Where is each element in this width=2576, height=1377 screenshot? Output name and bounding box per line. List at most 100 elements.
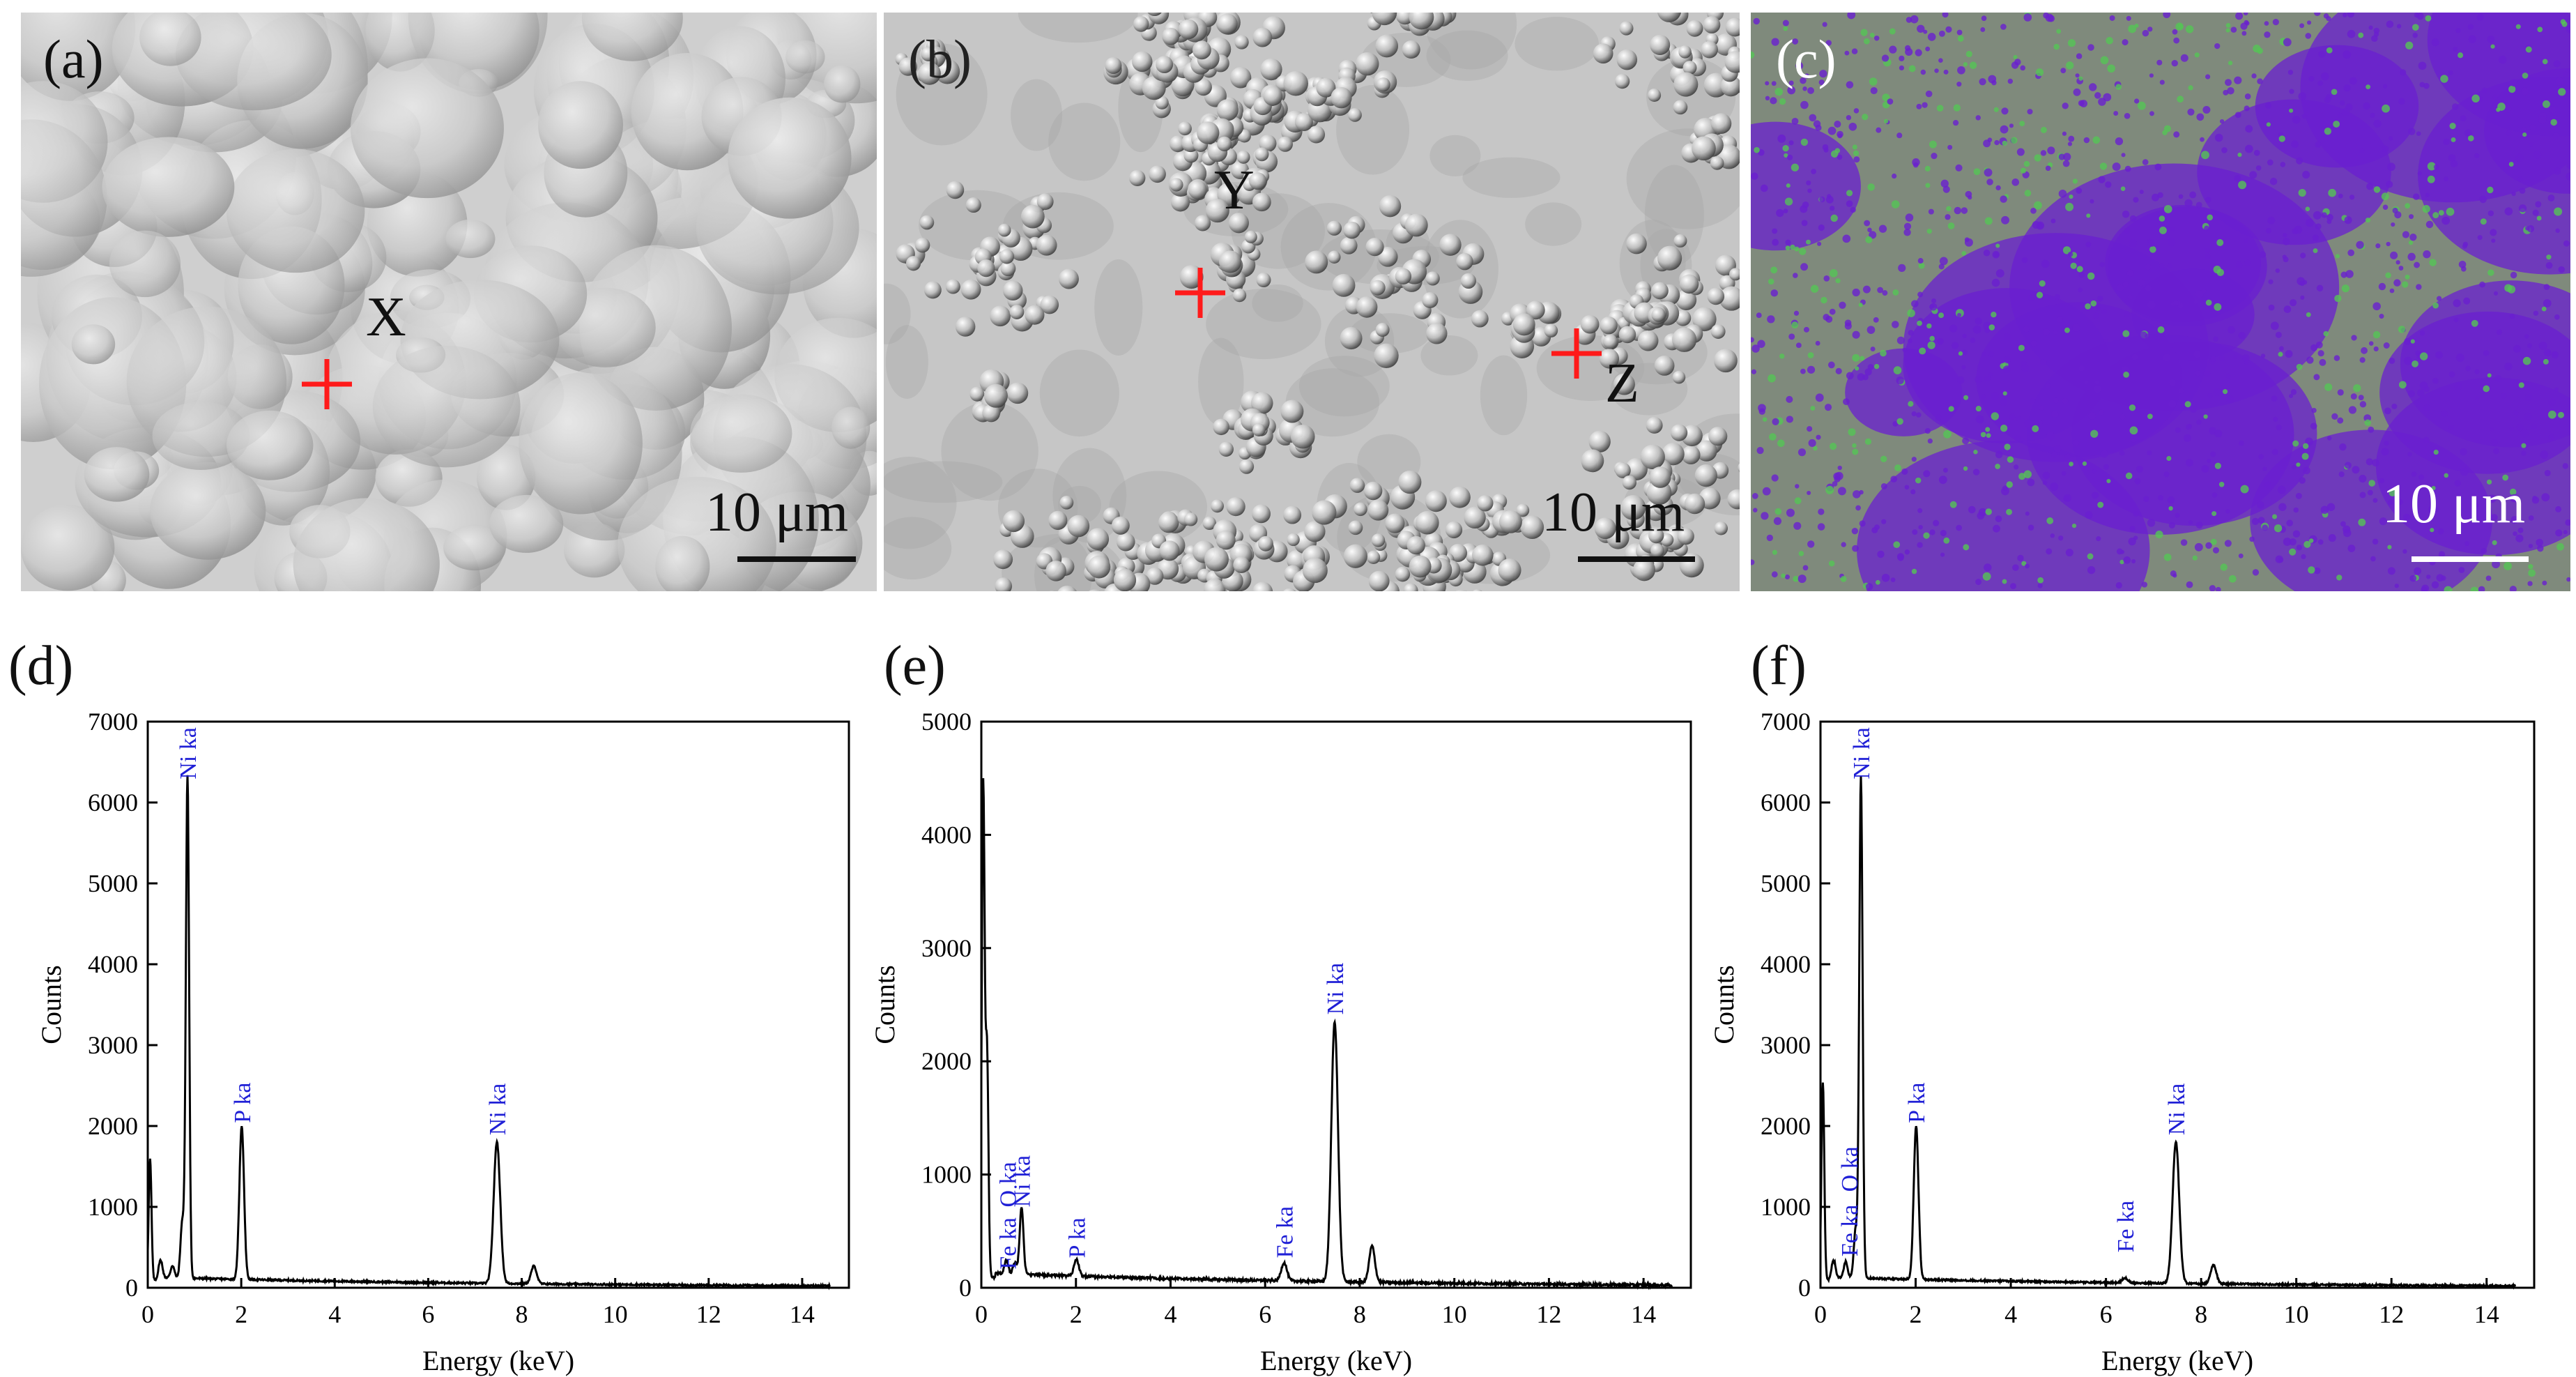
y-tick-label: 6000 xyxy=(88,789,138,816)
crosshair-marker-y xyxy=(1175,268,1225,318)
point-label-x: X xyxy=(366,287,406,348)
peak-label: Ni ka xyxy=(485,1083,511,1136)
y-axis-label: Counts xyxy=(869,965,900,1044)
peak-label: P ka xyxy=(1904,1083,1930,1123)
panel-label-c: (c) xyxy=(1776,29,1837,89)
x-tick-label: 2 xyxy=(1070,1300,1082,1328)
y-tick-label: 0 xyxy=(1798,1274,1811,1302)
x-tick-label: 8 xyxy=(1354,1300,1366,1328)
peak-label: Ni ka xyxy=(1010,1155,1036,1208)
eds-map-texture xyxy=(1751,13,2570,591)
x-tick-label: 14 xyxy=(1631,1300,1656,1328)
sem-texture-b xyxy=(884,13,1740,591)
panel-label-a: (a) xyxy=(43,29,104,89)
scale-label-c: 10 μm xyxy=(2382,473,2526,535)
scale-bar-b xyxy=(1578,556,1695,562)
y-tick-label: 1000 xyxy=(921,1161,972,1189)
x-tick-label: 4 xyxy=(328,1300,341,1328)
crosshair-marker-x xyxy=(302,359,352,409)
x-tick-label: 2 xyxy=(235,1300,247,1328)
y-tick-label: 2000 xyxy=(921,1047,972,1075)
y-tick-label: 2000 xyxy=(1761,1112,1811,1140)
y-tick-label: 4000 xyxy=(1761,950,1811,978)
peak-label: Fe ka xyxy=(1837,1205,1863,1257)
y-tick-label: 4000 xyxy=(88,950,138,978)
eds-spectrum-f: 0 2 4 6 8 10 12 14 0 1000 2000 3000 4000 5000 6000 7000… xyxy=(1701,697,2572,1377)
scale-label-a: 10 μm xyxy=(705,482,849,543)
x-tick-label: 10 xyxy=(2284,1300,2309,1328)
point-label-z: Z xyxy=(1605,353,1639,414)
peak-label: Ni ka xyxy=(1849,727,1875,779)
x-tick-label: 4 xyxy=(1164,1300,1176,1328)
sem-texture-a xyxy=(21,13,877,591)
x-tick-label: 8 xyxy=(2195,1300,2207,1328)
y-tick-label: 4000 xyxy=(921,821,972,849)
y-tick-label: 7000 xyxy=(88,708,138,736)
peak-label: O ka xyxy=(995,1162,1021,1207)
y-axis-label: Counts xyxy=(1708,965,1740,1044)
x-axis-label: Energy (keV) xyxy=(2101,1345,2253,1376)
chart-label-f: (f) xyxy=(1751,635,1807,697)
eds-spectrum-d: 0 2 4 6 8 10 12 14 0 1000 2000 3000 4000 5000 6000 7000… xyxy=(0,697,864,1377)
x-tick-label: 0 xyxy=(975,1300,988,1328)
point-label-y: Y xyxy=(1214,160,1255,221)
y-tick-label: 1000 xyxy=(1761,1193,1811,1221)
peak-label: Ni ka xyxy=(2164,1083,2190,1136)
sem-image-a xyxy=(21,13,877,591)
peak-label: P ka xyxy=(230,1083,256,1123)
x-tick-label: 4 xyxy=(2004,1300,2017,1328)
y-tick-label: 5000 xyxy=(921,708,972,736)
x-tick-label: 14 xyxy=(790,1300,815,1328)
scale-bar-a xyxy=(737,556,856,562)
y-tick-label: 1000 xyxy=(88,1193,138,1221)
peak-label: Fe ka xyxy=(1272,1206,1298,1258)
y-tick-label: 7000 xyxy=(1761,708,1811,736)
y-tick-label: 3000 xyxy=(921,934,972,962)
y-tick-label: 5000 xyxy=(88,869,138,897)
y-tick-label: 3000 xyxy=(88,1031,138,1059)
sem-image-b xyxy=(884,13,1740,591)
x-tick-label: 12 xyxy=(2379,1300,2404,1328)
x-tick-label: 12 xyxy=(1536,1300,1561,1328)
x-tick-label: 10 xyxy=(1442,1300,1467,1328)
eds-spectrum-e: 0 2 4 6 8 10 12 14 0 1000 2000 3000 4000 5000 Energy (… xyxy=(857,697,1722,1377)
peak-label: O ka xyxy=(1837,1146,1863,1192)
plot-frame xyxy=(146,720,850,1289)
x-axis-label: Energy (keV) xyxy=(1260,1345,1412,1376)
panel-label-b: (b) xyxy=(908,29,972,89)
x-tick-label: 0 xyxy=(141,1300,154,1328)
x-tick-label: 6 xyxy=(2100,1300,2113,1328)
peak-label: Fe ka xyxy=(995,1217,1021,1270)
peak-label: Fe ka xyxy=(2113,1201,2139,1253)
peak-label: P ka xyxy=(1064,1217,1090,1258)
scale-label-b: 10 μm xyxy=(1542,482,1685,543)
peak-label: Ni ka xyxy=(176,727,201,779)
spectrum-line xyxy=(980,778,1673,1291)
x-tick-label: 8 xyxy=(516,1300,528,1328)
x-tick-label: 12 xyxy=(696,1300,721,1328)
y-tick-label: 0 xyxy=(125,1274,138,1302)
x-tick-label: 10 xyxy=(603,1300,628,1328)
crosshair-marker-z xyxy=(1551,328,1602,379)
x-tick-label: 6 xyxy=(1259,1300,1271,1328)
plot-frame xyxy=(1819,720,2536,1289)
y-tick-label: 0 xyxy=(959,1274,972,1302)
spectrum-line xyxy=(146,775,831,1291)
x-tick-label: 14 xyxy=(2474,1300,2499,1328)
peak-label: Ni ka xyxy=(1323,963,1349,1015)
x-tick-label: 6 xyxy=(422,1300,434,1328)
chart-label-d: (d) xyxy=(8,635,74,697)
x-axis-label: Energy (keV) xyxy=(422,1345,574,1376)
x-tick-label: 2 xyxy=(1910,1300,1922,1328)
scale-bar-c xyxy=(2412,556,2529,562)
spectrum-line xyxy=(1819,775,2517,1290)
x-tick-label: 0 xyxy=(1814,1300,1827,1328)
y-tick-label: 2000 xyxy=(88,1112,138,1140)
eds-map-c xyxy=(1751,13,2570,591)
y-tick-label: 6000 xyxy=(1761,789,1811,816)
chart-label-e: (e) xyxy=(884,635,946,697)
y-tick-label: 5000 xyxy=(1761,869,1811,897)
y-axis-label: Counts xyxy=(36,965,67,1044)
y-tick-label: 3000 xyxy=(1761,1031,1811,1059)
